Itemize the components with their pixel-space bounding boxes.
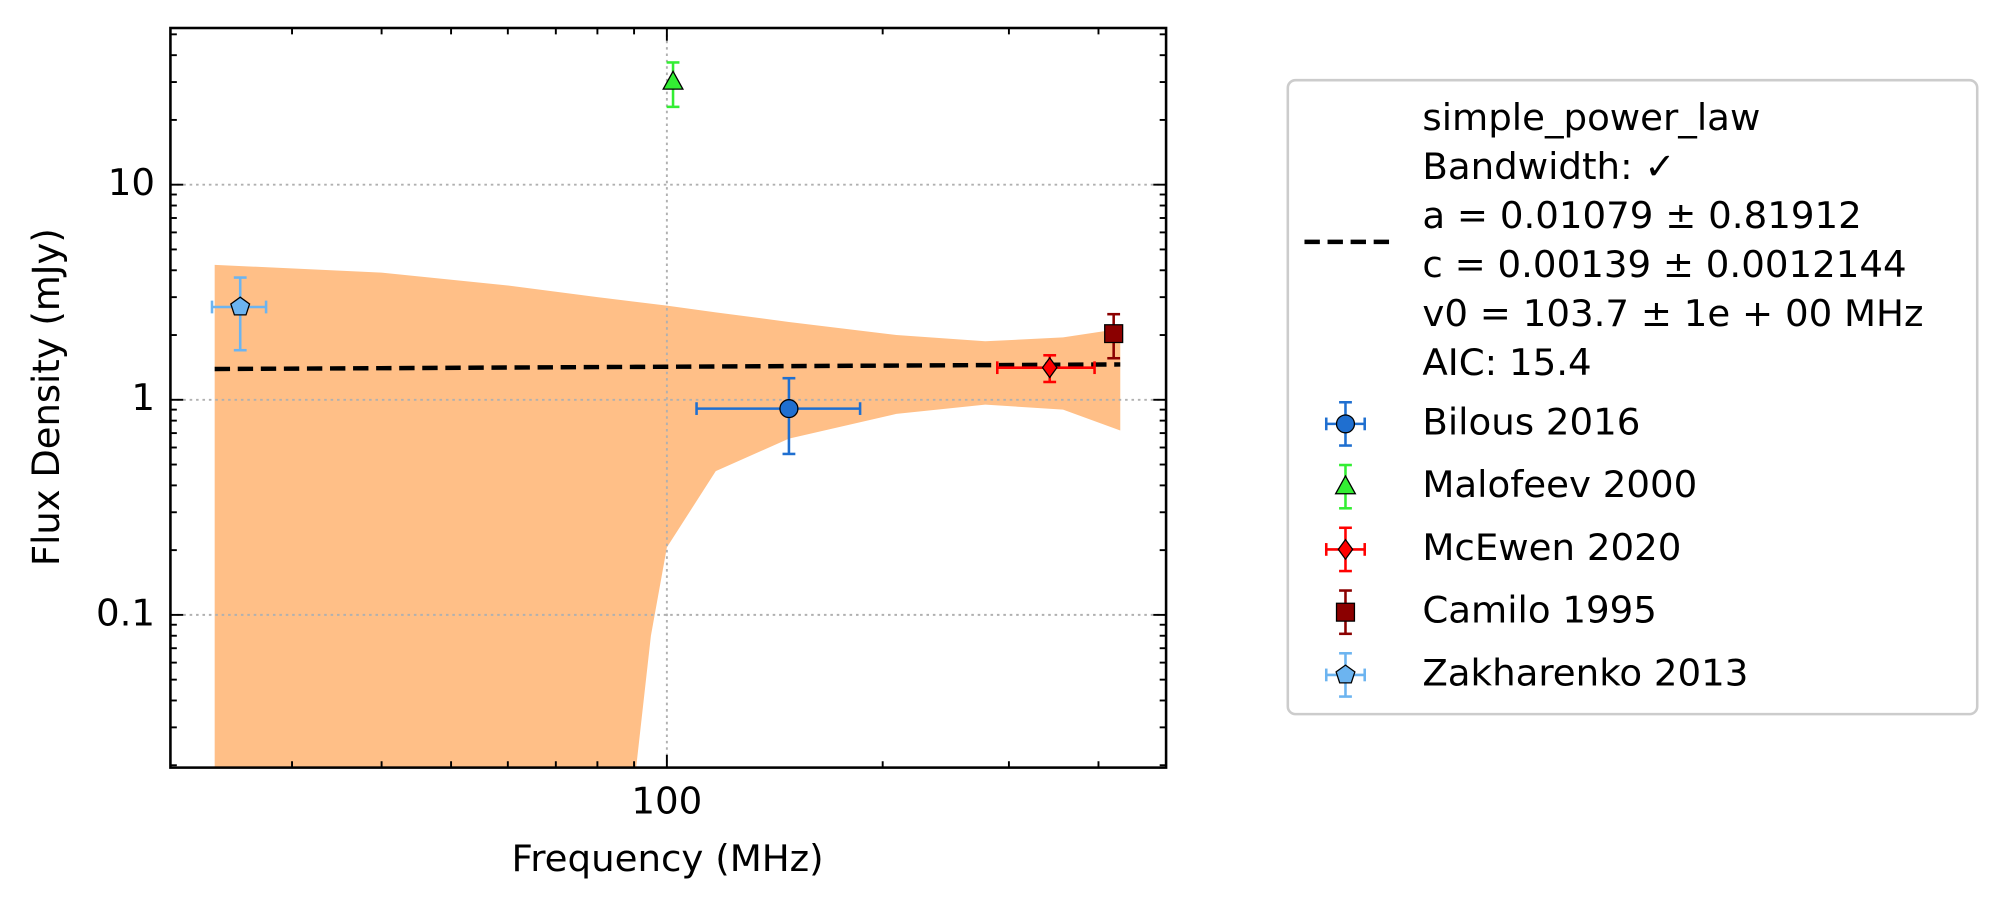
legend-fit-text: Bandwidth: ✓ (1422, 145, 1675, 188)
plot-frame (169, 26, 1168, 769)
legend-label: Bilous 2016 (1422, 400, 1640, 443)
legend-fit-text: c = 0.00139 ± 0.0012144 (1422, 243, 1906, 286)
overlay (210, 61, 1124, 456)
marker (1337, 538, 1354, 561)
legend-fit-text: v0 = 103.7 ± 1e + 00 MHz (1422, 292, 1923, 335)
plot-area (170, 28, 1167, 768)
marker (1335, 602, 1356, 622)
y-tick-label: 1 (131, 376, 155, 419)
legend-label: Camilo 1995 (1422, 589, 1657, 632)
legend-fit-text: AIC: 15.4 (1422, 341, 1591, 384)
marker (230, 296, 251, 316)
y-tick-label: 10 (108, 161, 155, 204)
x-tick-label: 100 (631, 780, 702, 823)
marker (662, 70, 684, 90)
marker (1335, 664, 1356, 684)
marker (1104, 324, 1124, 344)
fit-line (214, 362, 1121, 372)
legend-fit-text: simple_power_law (1422, 96, 1760, 139)
marker (1335, 414, 1356, 434)
legend-label: McEwen 2020 (1422, 526, 1681, 569)
y-axis-label: Flux Density (mJy) (25, 228, 68, 566)
legend-label: Malofeev 2000 (1422, 463, 1697, 506)
legend-box (1286, 78, 1979, 716)
marker (1334, 474, 1357, 495)
marker (1041, 356, 1058, 379)
x-axis-label: Frequency (MHz) (512, 837, 824, 880)
marker (779, 399, 799, 419)
y-tick-label: 0.1 (96, 591, 155, 634)
legend-label: Zakharenko 2013 (1422, 652, 1748, 695)
legend-fit-text: a = 0.01079 ± 0.81912 (1422, 194, 1861, 237)
confidence-band (214, 264, 1121, 768)
